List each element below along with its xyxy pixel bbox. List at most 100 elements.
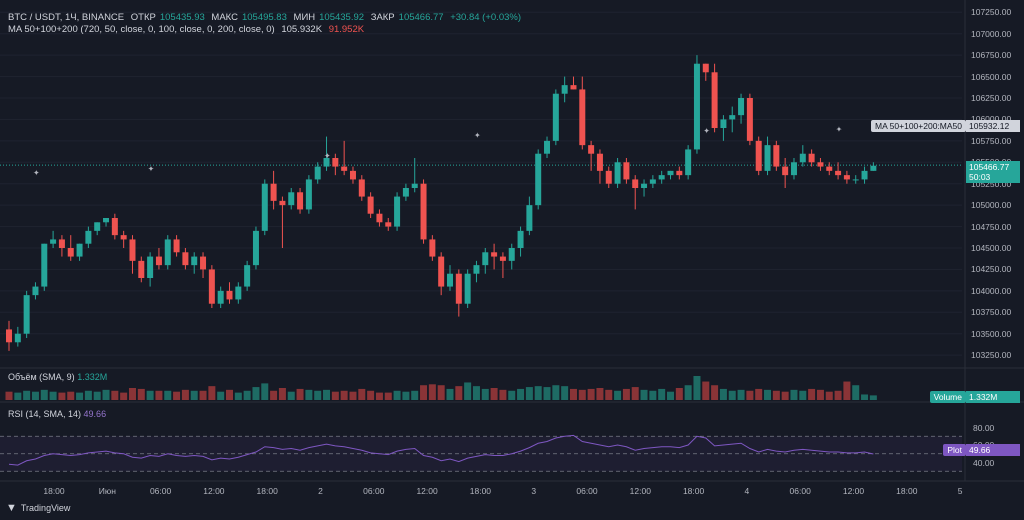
candle[interactable] (6, 320, 12, 351)
candle[interactable] (261, 179, 268, 236)
volume-legend[interactable]: Объём (SMA, 9) 1.332M (8, 372, 107, 382)
candle[interactable] (76, 243, 83, 261)
candle[interactable] (252, 226, 259, 270)
candle[interactable] (217, 286, 224, 308)
candle[interactable] (596, 149, 603, 184)
candle[interactable] (394, 192, 401, 231)
candle[interactable] (244, 260, 251, 291)
candle[interactable] (711, 63, 718, 133)
candle[interactable] (773, 140, 780, 171)
candle[interactable] (799, 145, 806, 167)
candle[interactable] (641, 179, 648, 197)
candle[interactable] (429, 235, 436, 261)
candle[interactable] (173, 235, 180, 257)
candle[interactable] (729, 106, 736, 133)
candle[interactable] (579, 76, 586, 150)
candle[interactable] (226, 282, 233, 304)
candle[interactable] (111, 213, 118, 240)
candle[interactable] (50, 230, 57, 248)
candle[interactable] (561, 76, 568, 103)
candle[interactable] (182, 248, 189, 270)
candle[interactable] (358, 175, 365, 201)
candle[interactable] (517, 226, 524, 257)
candle[interactable] (85, 226, 92, 248)
candle[interactable] (826, 162, 833, 176)
symbol-name[interactable]: BTC / USDT, 1Ч, BINANCE (8, 12, 125, 23)
candle[interactable] (808, 149, 815, 167)
candle[interactable] (570, 76, 577, 90)
candle[interactable] (464, 269, 471, 308)
candle[interactable] (738, 93, 745, 124)
candle[interactable] (702, 63, 709, 81)
candle[interactable] (817, 158, 824, 171)
candle[interactable] (314, 162, 321, 184)
candle[interactable] (447, 265, 453, 291)
candle[interactable] (332, 153, 339, 176)
candle[interactable] (32, 282, 39, 300)
candle[interactable] (693, 55, 700, 154)
candle[interactable] (658, 170, 665, 184)
candle[interactable] (367, 192, 374, 218)
candle[interactable] (526, 196, 533, 236)
candle[interactable] (623, 158, 630, 184)
candle[interactable] (164, 235, 171, 270)
candle[interactable] (535, 149, 542, 210)
candle[interactable] (191, 252, 198, 274)
candle[interactable] (861, 166, 868, 184)
candle[interactable] (200, 252, 207, 278)
candle[interactable] (120, 230, 127, 248)
candle[interactable] (676, 166, 683, 180)
candle[interactable] (614, 158, 621, 188)
candle[interactable] (552, 89, 559, 146)
candle[interactable] (455, 269, 462, 317)
candle[interactable] (297, 188, 304, 214)
candle[interactable] (402, 183, 409, 201)
candle[interactable] (129, 235, 136, 274)
candle[interactable] (588, 140, 595, 171)
candle[interactable] (349, 166, 356, 184)
candle[interactable] (649, 175, 656, 188)
candle[interactable] (605, 166, 612, 188)
candle[interactable] (790, 158, 797, 180)
candle[interactable] (305, 175, 312, 214)
rsi-legend[interactable]: RSI (14, SMA, 14) 49.66 (8, 409, 106, 419)
candle[interactable] (544, 136, 551, 158)
tradingview-branding[interactable]: ▼ TradingView (6, 502, 70, 514)
candle[interactable] (41, 243, 48, 291)
candle[interactable] (147, 252, 154, 287)
candle[interactable] (764, 136, 771, 176)
candle[interactable] (782, 158, 789, 188)
candle[interactable] (632, 175, 639, 210)
candle[interactable] (411, 158, 418, 193)
candle[interactable] (508, 243, 515, 270)
candle[interactable] (376, 209, 383, 227)
candle[interactable] (138, 256, 145, 283)
candle[interactable] (755, 136, 762, 176)
candle[interactable] (473, 260, 480, 283)
ma-indicator-legend[interactable]: MA 50+100+200 (720, 50, close, 0, 100, c… (8, 24, 368, 35)
candle[interactable] (155, 248, 162, 270)
candle[interactable] (23, 290, 30, 338)
candle[interactable] (870, 162, 877, 171)
candle[interactable] (103, 218, 110, 227)
candle[interactable] (420, 179, 427, 244)
candle[interactable] (499, 252, 506, 278)
candle[interactable] (94, 222, 101, 236)
candle[interactable] (14, 326, 21, 347)
candle[interactable] (835, 162, 842, 180)
candle[interactable] (720, 115, 727, 141)
candle[interactable] (67, 235, 74, 261)
candle[interactable] (279, 196, 286, 248)
candle[interactable] (270, 170, 277, 210)
candle[interactable] (843, 170, 850, 184)
candle[interactable] (323, 136, 330, 171)
candle[interactable] (208, 265, 215, 308)
candle[interactable] (685, 145, 692, 180)
candle[interactable] (288, 188, 295, 210)
candle[interactable] (852, 175, 859, 184)
candle[interactable] (482, 248, 489, 274)
candle[interactable] (746, 93, 753, 146)
candle[interactable] (667, 170, 674, 180)
candle[interactable] (235, 282, 242, 304)
